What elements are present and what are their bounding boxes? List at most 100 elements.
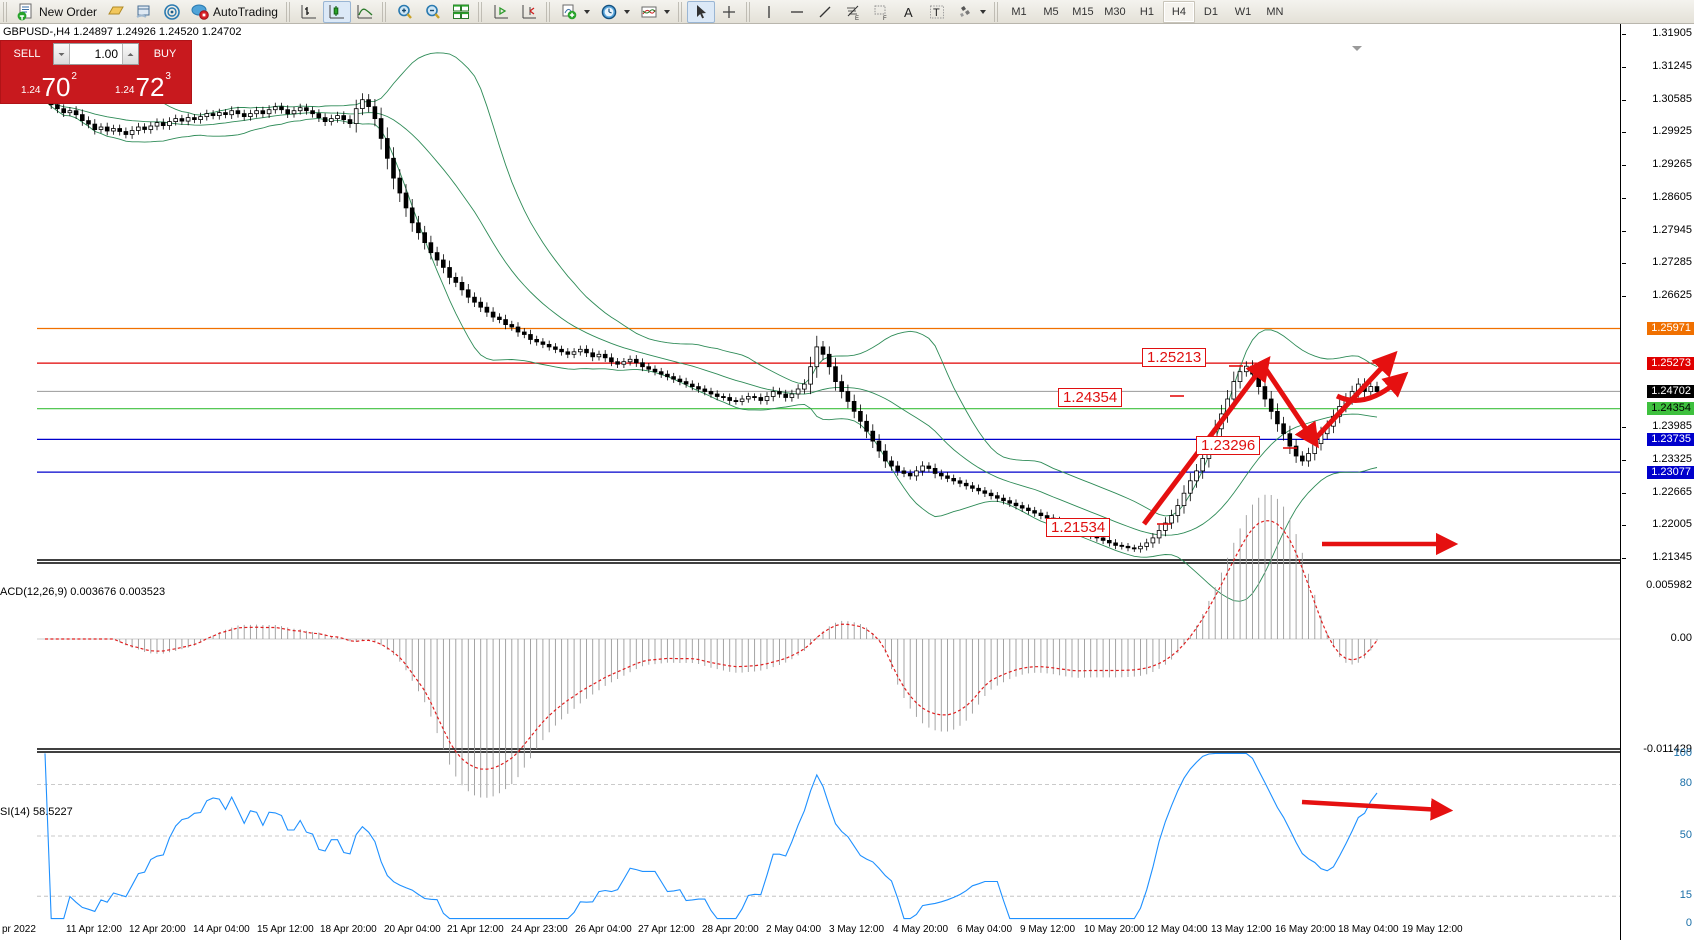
bar-chart-button[interactable] <box>295 1 323 23</box>
navigator-button[interactable] <box>158 1 186 23</box>
channel-tool-button[interactable]: F <box>867 1 895 23</box>
candle-body <box>1312 443 1318 454</box>
trend-arrow-down-1[interactable] <box>1262 366 1319 449</box>
timeframe-h1[interactable]: H1 <box>1139 5 1154 18</box>
lot-size-value[interactable]: 1.00 <box>94 47 118 61</box>
sell-price-fraction: 2 <box>71 71 77 82</box>
vertical-line-tool-button[interactable] <box>755 1 783 23</box>
candle-body <box>347 119 353 124</box>
text-tool-button[interactable]: A <box>895 1 923 23</box>
candle-body <box>714 393 720 397</box>
timeframe-m1[interactable]: M1 <box>1011 5 1027 18</box>
timeframe-d1[interactable]: D1 <box>1203 5 1218 18</box>
label-tool-button[interactable]: T <box>923 1 951 23</box>
trendline-tool-button[interactable] <box>811 1 839 23</box>
lot-decrease-icon[interactable] <box>54 44 70 64</box>
add-indicator-icon <box>560 3 578 21</box>
annotation-swing-high[interactable]: 1.25213 <box>1142 348 1207 367</box>
autotrading-button[interactable]: AutoTrading <box>186 1 283 23</box>
new-order-icon <box>17 3 35 21</box>
buy-button[interactable]: BUY <box>141 43 189 65</box>
zoom-out-button[interactable] <box>419 1 447 23</box>
templates-button[interactable] <box>635 1 675 23</box>
sell-button[interactable]: SELL <box>3 43 51 65</box>
lot-increase-icon[interactable] <box>122 44 138 64</box>
chevron-down-icon[interactable] <box>663 9 670 14</box>
timeframe-m5[interactable]: M5 <box>1043 5 1059 18</box>
candle-body <box>540 341 546 345</box>
sell-price-display[interactable]: 1.24 70 2 <box>3 67 95 101</box>
objects-tool-button[interactable] <box>951 1 991 23</box>
fibonacci-icon: E <box>844 3 862 22</box>
candle-body <box>459 281 465 291</box>
candle-body <box>260 110 266 115</box>
candle-body <box>876 440 882 452</box>
chevron-down-icon[interactable] <box>583 9 590 14</box>
candle-body <box>1175 505 1181 516</box>
annotation-base-low[interactable]: 1.21534 <box>1046 518 1111 537</box>
price-tag-resistance-orange[interactable]: 1.25971 <box>1647 321 1694 335</box>
time-tick-label: 16 May 20:00 <box>1275 924 1336 935</box>
chart-canvas[interactable] <box>0 24 1694 940</box>
price-tag-resistance-red[interactable]: 1.25273 <box>1647 356 1694 370</box>
crosshair-tool-button[interactable] <box>715 1 743 23</box>
candle-body <box>216 112 222 116</box>
cursor-tool-button[interactable] <box>686 0 715 23</box>
lot-size-stepper[interactable]: 1.00 <box>53 43 139 65</box>
candle-body <box>858 410 863 422</box>
chevron-down-icon[interactable] <box>623 9 630 14</box>
candle-body <box>316 113 322 118</box>
annotation-swing-low[interactable]: 1.23296 <box>1196 436 1261 455</box>
line-chart-button[interactable] <box>351 1 379 23</box>
toolbar-separator <box>285 1 292 22</box>
expert-advisors-button[interactable] <box>102 1 130 23</box>
chart-shift-button[interactable] <box>487 1 515 23</box>
trend-arrow-projection[interactable] <box>1335 371 1409 403</box>
timeframe-m15[interactable]: M15 <box>1072 5 1094 18</box>
candle-body <box>889 460 894 467</box>
horizontal-line-tool-button[interactable] <box>783 1 811 23</box>
zoom-in-icon <box>396 3 414 21</box>
data-window-button[interactable] <box>130 1 158 23</box>
new-order-button[interactable]: New Order <box>12 1 102 23</box>
candle-body <box>696 386 701 390</box>
timeframe-mn[interactable]: MN <box>1266 5 1284 18</box>
period-clock-button[interactable] <box>595 1 635 23</box>
rsi-trend-arrow[interactable] <box>1301 798 1454 821</box>
zoom-in-button[interactable] <box>391 1 419 23</box>
candle-body <box>1200 458 1206 472</box>
price-tick-label: 1.29265 <box>1652 158 1692 170</box>
price-axis[interactable]: 1.31905 1.31245 1.30585 1.29925 1.29265 1.286… <box>1620 24 1694 940</box>
price-tag-current[interactable]: 1.24702 <box>1647 384 1694 398</box>
macd-indicator-label: ACD(12,26,9) 0.003676 0.003523 <box>0 586 166 598</box>
candle-body <box>472 296 477 303</box>
one-click-trading-panel[interactable]: SELL 1.00 BUY 1.24 70 2 1.24 72 3 <box>0 40 192 104</box>
auto-scroll-button[interactable] <box>515 1 543 23</box>
candle-body <box>428 242 434 253</box>
price-tag-level-blue-1[interactable]: 1.23735 <box>1647 432 1694 446</box>
fibonacci-tool-button[interactable]: E <box>839 1 867 23</box>
timeframe-w1[interactable]: W1 <box>1234 5 1252 18</box>
time-tick-label: 21 Apr 12:00 <box>447 924 504 935</box>
timeframe-m30[interactable]: M30 <box>1104 5 1126 18</box>
price-tag-support-green[interactable]: 1.24354 <box>1647 402 1694 416</box>
candle-body <box>646 366 651 370</box>
buy-price-display[interactable]: 1.24 72 3 <box>97 67 189 101</box>
candlestick-chart-button[interactable] <box>322 0 351 23</box>
time-axis[interactable]: pr 2022 11 Apr 12:00 12 Apr 20:00 14 Apr 04… <box>0 922 1620 940</box>
svg-text:A: A <box>904 5 913 20</box>
add-indicator-button[interactable] <box>555 1 595 23</box>
candle-body <box>553 346 558 350</box>
timeframe-h4[interactable]: H4 <box>1162 0 1195 23</box>
chevron-down-icon[interactable] <box>979 9 986 14</box>
candle-body <box>198 116 203 120</box>
candle-body <box>521 331 527 335</box>
candle-body <box>440 259 446 268</box>
annotation-mid-level[interactable]: 1.24354 <box>1058 388 1123 407</box>
candle-body <box>1100 537 1106 541</box>
candle-body <box>727 397 732 401</box>
price-tag-level-blue-2[interactable]: 1.23077 <box>1647 465 1694 479</box>
candle-body <box>883 450 888 462</box>
chart-area[interactable]: GBPUSD-,H4 1.24897 1.24926 1.24520 1.247… <box>0 24 1694 940</box>
tile-windows-button[interactable] <box>447 1 475 23</box>
